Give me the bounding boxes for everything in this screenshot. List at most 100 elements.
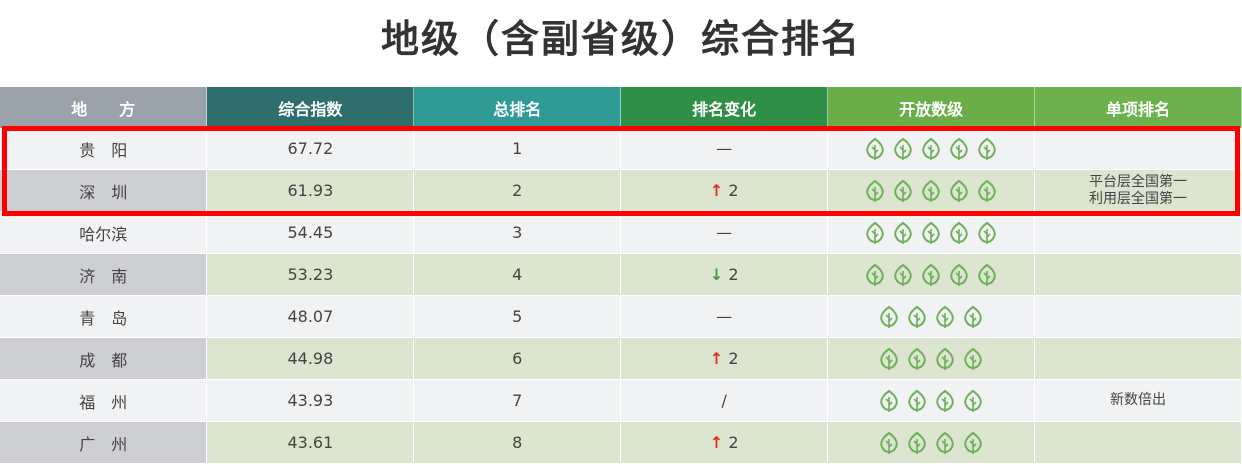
cell-city: 福 州 [0,379,208,422]
cell-rank: 5 [413,295,622,338]
cell-index: 67.72 [206,128,415,170]
change-value: 2 [728,349,739,368]
leaf-icon [920,263,942,287]
cell-note [1034,295,1242,338]
cell-city: 贵 阳 [0,128,208,170]
leaf-icon [878,305,900,329]
leaf-icon [878,431,900,455]
table-row: 成 都 44.98 6 ↑ 2 [0,337,1242,380]
leaf-icon [962,305,984,329]
leaf-icon [934,347,956,371]
change-value: — [716,223,733,242]
leaf-icon [906,431,928,455]
cell-rank: 3 [413,211,622,254]
arrow-up-icon: ↑ [709,181,724,200]
cell-index: 54.45 [206,211,415,254]
leaf-icon [864,263,886,287]
change-value: 2 [728,181,739,200]
leaf-icon [920,137,942,161]
leaf-icon [920,221,942,245]
table-row: 福 州 43.93 7 / 新数倍出 [0,379,1242,422]
leaf-icon [906,389,928,413]
leaf-icon [906,305,928,329]
cell-level [827,379,1036,422]
leaf-icon [962,389,984,413]
cell-rank: 8 [413,421,622,464]
cell-city: 青 岛 [0,295,208,338]
cell-index: 43.61 [206,421,415,464]
page-title: 地级（含副省级）综合排名 [380,17,861,61]
cell-city: 哈尔滨 [0,211,208,254]
cell-note [1034,211,1242,254]
leaf-icon [892,263,914,287]
leaf-icon [934,431,956,455]
cell-change: — [620,295,829,338]
cell-change: ↑ 2 [620,337,829,380]
cell-city: 深 圳 [0,169,208,212]
cell-level [827,295,1036,338]
header-city: 地 方 [0,87,208,128]
change-value: 2 [728,433,739,452]
cell-level [827,169,1036,212]
arrow-up-icon: ↑ [709,349,724,368]
cell-rank: 1 [413,128,622,170]
cell-note [1034,253,1242,296]
leaf-icon [906,347,928,371]
cell-level [827,253,1036,296]
cell-change: — [620,128,829,170]
cell-change: / [620,379,829,422]
table-row: 济 南 53.23 4 ↓ 2 [0,253,1242,296]
table-row: 青 岛 48.07 5 — [0,295,1242,338]
cell-index: 44.98 [206,337,415,380]
cell-level [827,421,1036,464]
cell-level [827,337,1036,380]
leaf-icon [878,389,900,413]
leaf-icon [948,137,970,161]
cell-change: ↑ 2 [620,169,829,212]
cell-rank: 2 [413,169,622,212]
leaf-icon [976,179,998,203]
leaf-icon [934,389,956,413]
table-row: 哈尔滨 54.45 3 — [0,211,1242,254]
cell-note [1034,337,1242,380]
cell-level [827,128,1036,170]
leaf-icon [976,137,998,161]
table-row: 广 州 43.61 8 ↑ 2 [0,421,1242,464]
leaf-icon [892,137,914,161]
cell-rank: 6 [413,337,622,380]
header-change: 排名变化 [620,87,829,128]
cell-index: 43.93 [206,379,415,422]
leaf-icon [864,137,886,161]
leaf-icon [962,431,984,455]
header-index: 综合指数 [206,87,415,128]
leaf-icon [976,221,998,245]
cell-rank: 4 [413,253,622,296]
change-value: — [716,139,733,158]
leaf-icon [864,179,886,203]
cell-note: 新数倍出 [1034,379,1242,422]
table-row: 贵 阳 67.72 1 — [0,128,1242,170]
leaf-icon [920,179,942,203]
leaf-icon [948,221,970,245]
cell-index: 61.93 [206,169,415,212]
leaf-icon [892,221,914,245]
header-single-rank: 单项排名 [1034,87,1242,128]
leaf-icon [962,347,984,371]
ranking-table: 地 方 综合指数 总排名 排名变化 开放数级 单项排名 贵 阳 67.72 1 — 深… [0,87,1242,464]
cell-note [1034,421,1242,464]
header-rank: 总排名 [413,87,622,128]
cell-index: 48.07 [206,295,415,338]
leaf-icon [934,305,956,329]
leaf-icon [948,263,970,287]
cell-city: 广 州 [0,421,208,464]
cell-level [827,211,1036,254]
leaf-icon [878,347,900,371]
note-text: 平台层全国第一 利用层全国第一 [1089,173,1188,207]
change-value: 2 [728,265,739,284]
cell-change: — [620,211,829,254]
leaf-icon [948,179,970,203]
change-value: — [716,307,733,326]
cell-change: ↓ 2 [620,253,829,296]
table-row: 深 圳 61.93 2 ↑ 2 平台层全国第一 利用层全国第一 [0,169,1242,212]
cell-index: 53.23 [206,253,415,296]
